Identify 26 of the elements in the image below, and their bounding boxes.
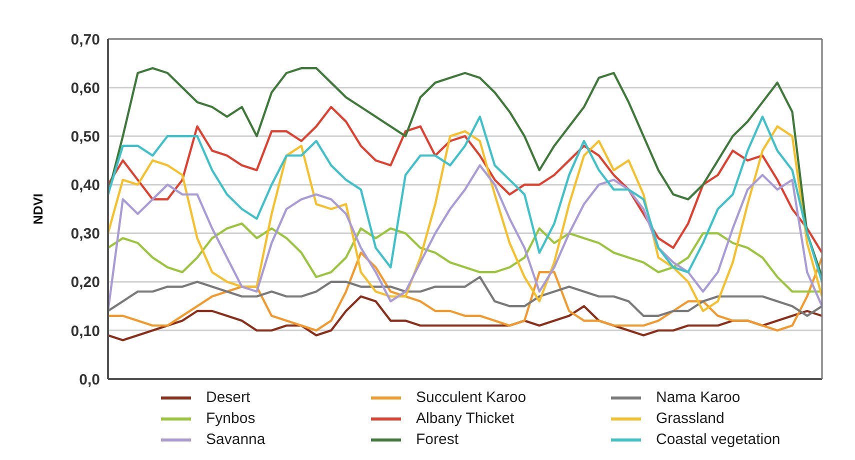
line-series [108, 125, 822, 312]
line-series [108, 252, 822, 332]
y-tick-label: 0,30 [70, 226, 100, 243]
y-axis-title: NDVI [30, 193, 46, 225]
legend-label: Fynbos [206, 410, 256, 427]
y-tick-label: 0,20 [70, 274, 100, 292]
legend-label: Forest [416, 431, 459, 448]
legend-label: Grassland [656, 410, 724, 427]
line-series [108, 106, 822, 254]
legend-label: Desert [206, 389, 250, 406]
legend-label: Succulent Karoo [416, 389, 526, 406]
y-tick-label: 0,0 [79, 371, 100, 388]
legend-label: Savanna [206, 431, 266, 448]
y-tick-label: 0,10 [70, 322, 100, 340]
line-series [108, 222, 822, 293]
y-tick-label: 0,40 [70, 177, 100, 194]
legend-label: Nama Karoo [656, 389, 740, 406]
line-series [108, 164, 822, 312]
y-tick-label: 0,60 [70, 80, 100, 97]
line-series [108, 295, 822, 342]
line-series [108, 116, 822, 283]
legend-label: Coastal vegetation [656, 431, 780, 448]
line-series [108, 67, 822, 278]
y-tick-label: 0,50 [70, 128, 100, 146]
y-tick-label: 0,70 [70, 31, 100, 48]
legend-label: Albany Thicket [416, 410, 514, 427]
